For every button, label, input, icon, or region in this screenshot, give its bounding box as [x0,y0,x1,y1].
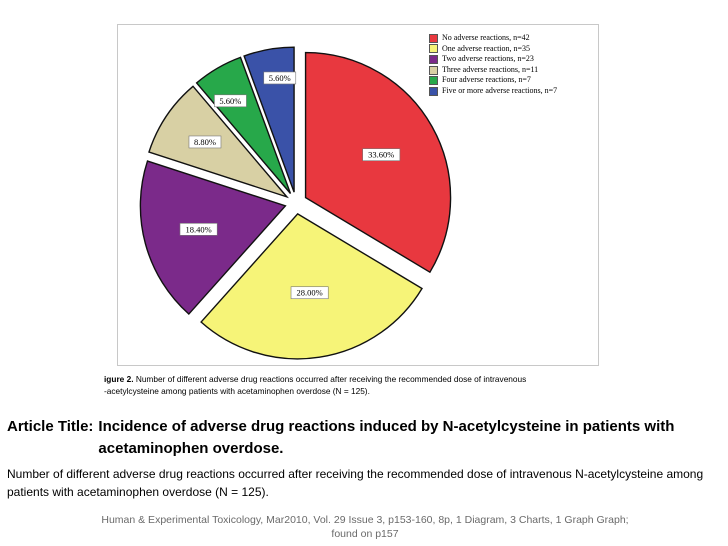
slice-label-box [362,148,401,162]
pie-slice [139,160,287,316]
legend-swatch [429,65,438,75]
legend-swatch [429,54,438,64]
legend-item: Five or more adverse reactions, n=7 [429,86,597,97]
pie-slice [195,56,292,194]
slice-label: 18.40% [179,223,218,236]
pie-slice [304,51,452,274]
slice-label: 28.00% [290,286,329,300]
slice-label-text: 5.60% [269,73,291,83]
legend-item: No adverse reactions, n=42 [429,33,597,44]
slice-label-text: 28.00% [297,288,323,298]
slice-label-box [290,286,329,300]
figure-description: Number of different adverse drug reactio… [7,467,704,499]
slice-label-text: 18.40% [185,224,211,234]
article-title-prefix: Article Title: [7,418,94,435]
slice-label-box [263,71,297,85]
legend-label: Two adverse reactions, n=23 [442,54,534,64]
slice-label-text: 8.80% [194,137,216,147]
citation: Human & Experimental Toxicology, Mar2010… [101,514,629,540]
slice-label: 5.60% [214,94,247,108]
legend-swatch [429,76,438,86]
slice-label-text: 5.60% [219,96,241,106]
figure-caption-label: igure 2. [104,374,134,384]
slice-label-box [188,135,222,149]
figure-caption-text: Number of different adverse drug reactio… [135,374,527,384]
slice-label-text: 33.60% [368,150,394,160]
pie-chart: 33.60% 28.00% 18.40% 8.80% 5.60% 5.60% [139,46,452,360]
chart-legend: No adverse reactions, n=42 One adverse re… [429,33,597,97]
slice-label: 33.60% [362,148,401,162]
legend-item: Two adverse reactions, n=23 [429,54,597,65]
legend-item: Three adverse reactions, n=11 [429,65,597,76]
legend-label: Three adverse reactions, n=11 [442,64,539,74]
legend-item: One adverse reaction, n=35 [429,44,597,55]
figure-caption-line2: -acetylcysteine among patients with acet… [104,386,370,396]
legend-label: No adverse reactions, n=42 [442,33,530,42]
legend-swatch [429,33,438,43]
slice-label-box [179,223,218,236]
pie-slice [200,212,423,360]
legend-label: One adverse reaction, n=35 [442,43,531,53]
legend-item: Four adverse reactions, n=7 [429,75,597,86]
legend-swatch [429,44,438,54]
legend-label: Five or more adverse reactions, n=7 [442,85,558,95]
article-title: Article Title: Incidence of adverse drug… [7,416,725,460]
legend-swatch [429,86,438,96]
article-title-text: Incidence of adverse drug reactions indu… [98,418,675,457]
figure-caption: igure 2. Number of different adverse dru… [104,373,604,397]
slice-label-box [214,94,247,108]
legend-label: Four adverse reactions, n=7 [442,75,531,85]
figure-frame: 33.60% 28.00% 18.40% 8.80% 5.60% 5.60% No adv… [117,24,599,366]
slice-label: 8.80% [188,135,222,149]
slice-label: 5.60% [263,71,297,85]
